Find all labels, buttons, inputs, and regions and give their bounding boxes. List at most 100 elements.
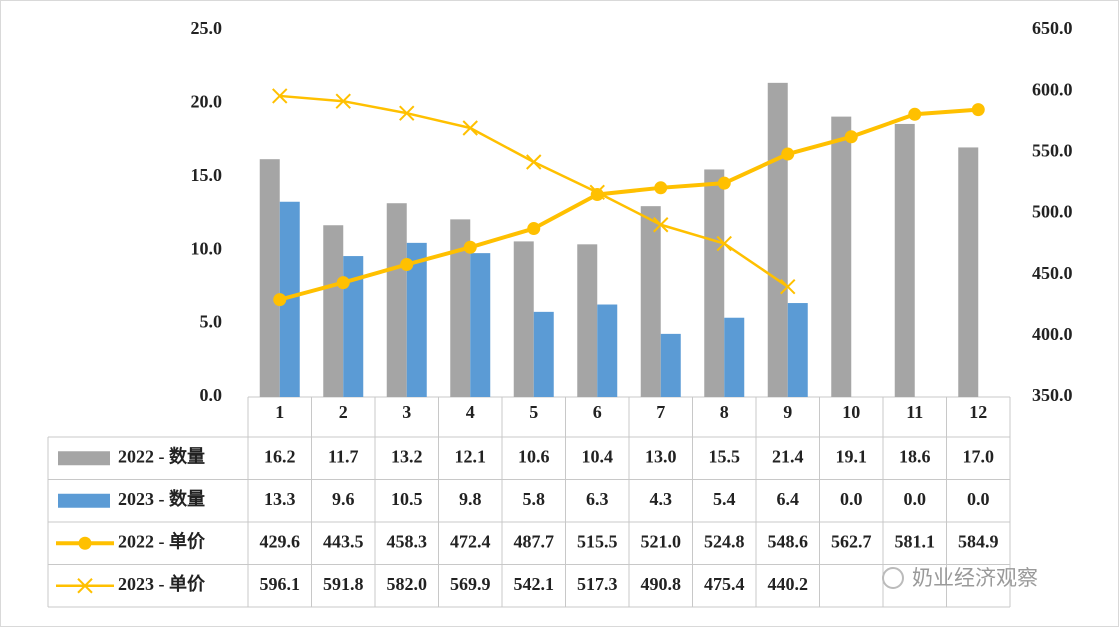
bar bbox=[704, 169, 725, 397]
table-cell: 9.6 bbox=[332, 489, 355, 509]
line-marker bbox=[399, 105, 415, 121]
bar bbox=[597, 304, 618, 397]
bar bbox=[470, 253, 491, 397]
y2-tick-label: 450.0 bbox=[1032, 263, 1073, 283]
bar bbox=[533, 311, 554, 397]
table-cell: 521.0 bbox=[641, 531, 682, 551]
y-tick-label: 10.0 bbox=[191, 238, 223, 258]
table-cell: 21.4 bbox=[772, 446, 804, 466]
table-cell: 13.2 bbox=[391, 446, 423, 466]
bar bbox=[450, 219, 471, 397]
legend-label: 2022 - 单价 bbox=[118, 530, 206, 551]
legend-swatch bbox=[58, 493, 110, 508]
line-marker bbox=[589, 184, 605, 201]
legend-label: 2023 - 单价 bbox=[118, 573, 206, 594]
line bbox=[279, 107, 979, 302]
table-cell: 5.4 bbox=[713, 489, 736, 509]
table-cell: 13.3 bbox=[264, 489, 296, 509]
y2-tick-label: 600.0 bbox=[1032, 79, 1073, 99]
line-marker bbox=[336, 276, 350, 290]
table-cell: 6.4 bbox=[777, 489, 800, 509]
x-tick-label: 8 bbox=[720, 402, 729, 422]
table-cell: 18.6 bbox=[899, 446, 931, 466]
table-cell: 487.7 bbox=[514, 531, 555, 551]
line-marker bbox=[844, 130, 858, 144]
x-tick-label: 11 bbox=[906, 402, 923, 422]
x-tick-label: 10 bbox=[842, 402, 860, 422]
y-tick-label: 5.0 bbox=[200, 312, 223, 332]
table-cell: 0.0 bbox=[967, 489, 990, 509]
table-cell: 16.2 bbox=[264, 446, 296, 466]
bar bbox=[958, 147, 979, 397]
line-marker bbox=[463, 240, 477, 254]
x-tick-label: 12 bbox=[969, 402, 987, 422]
bar bbox=[259, 159, 280, 397]
table-cell: 429.6 bbox=[260, 531, 301, 551]
table-cell: 5.8 bbox=[523, 489, 546, 509]
y2-tick-label: 400.0 bbox=[1032, 324, 1073, 344]
line-marker bbox=[653, 217, 669, 233]
table-cell: 10.4 bbox=[582, 446, 614, 466]
bar bbox=[343, 256, 364, 397]
table-cell: 569.9 bbox=[450, 574, 491, 594]
table-cell: 0.0 bbox=[840, 489, 863, 509]
legend-swatch bbox=[58, 451, 110, 466]
line-marker bbox=[717, 176, 731, 190]
table-cell: 542.1 bbox=[514, 574, 555, 594]
table-cell: 591.8 bbox=[323, 574, 364, 594]
bar bbox=[279, 201, 300, 397]
line-marker bbox=[780, 278, 796, 295]
line-marker bbox=[527, 222, 541, 236]
bar bbox=[831, 116, 852, 397]
table-cell: 515.5 bbox=[577, 531, 618, 551]
line-marker bbox=[272, 88, 288, 104]
x-tick-label: 5 bbox=[529, 402, 538, 422]
y-tick-label: 15.0 bbox=[191, 165, 223, 185]
table-cell: 458.3 bbox=[387, 531, 428, 551]
y2-tick-label: 500.0 bbox=[1032, 202, 1073, 222]
table-cell: 472.4 bbox=[450, 531, 491, 551]
line-marker bbox=[462, 120, 478, 136]
x-tick-label: 2 bbox=[339, 402, 348, 422]
table-cell: 440.2 bbox=[768, 574, 809, 594]
table-cell: 524.8 bbox=[704, 531, 745, 551]
legend-marker bbox=[77, 578, 93, 594]
x-tick-label: 3 bbox=[402, 402, 411, 422]
line-marker bbox=[273, 293, 287, 307]
y2-tick-label: 550.0 bbox=[1032, 140, 1073, 160]
legend-label: 2023 - 数量 bbox=[118, 488, 205, 509]
y-tick-label: 0.0 bbox=[200, 385, 223, 405]
table-cell: 12.1 bbox=[455, 446, 487, 466]
bar bbox=[724, 317, 745, 397]
table-cell: 15.5 bbox=[709, 446, 741, 466]
line-marker bbox=[908, 107, 922, 121]
line-marker bbox=[971, 103, 985, 117]
x-tick-label: 6 bbox=[593, 402, 602, 422]
x-tick-label: 1 bbox=[275, 402, 284, 422]
line-marker bbox=[654, 181, 668, 195]
table-cell: 10.6 bbox=[518, 446, 550, 466]
y2-tick-label: 650.0 bbox=[1032, 18, 1073, 38]
bar bbox=[323, 225, 344, 397]
table-cell: 443.5 bbox=[323, 531, 364, 551]
bar bbox=[577, 244, 598, 397]
table-cell: 9.8 bbox=[459, 489, 482, 509]
table-cell: 4.3 bbox=[650, 489, 673, 509]
table-cell: 582.0 bbox=[387, 574, 428, 594]
line-marker bbox=[400, 258, 414, 272]
legend-marker bbox=[78, 536, 92, 550]
line-marker bbox=[781, 147, 795, 161]
table-cell: 475.4 bbox=[704, 574, 745, 594]
bar bbox=[767, 82, 788, 398]
table-cell: 6.3 bbox=[586, 489, 609, 509]
line-marker bbox=[716, 235, 732, 252]
table-cell: 490.8 bbox=[641, 574, 682, 594]
y-tick-label: 20.0 bbox=[191, 92, 223, 112]
table-cell: 17.0 bbox=[963, 446, 995, 466]
table-cell: 596.1 bbox=[260, 574, 301, 594]
table-cell: 584.9 bbox=[958, 531, 999, 551]
watermark: 奶业经济观察 bbox=[912, 566, 1038, 590]
table-cell: 548.6 bbox=[768, 531, 809, 551]
x-tick-label: 9 bbox=[783, 402, 792, 422]
